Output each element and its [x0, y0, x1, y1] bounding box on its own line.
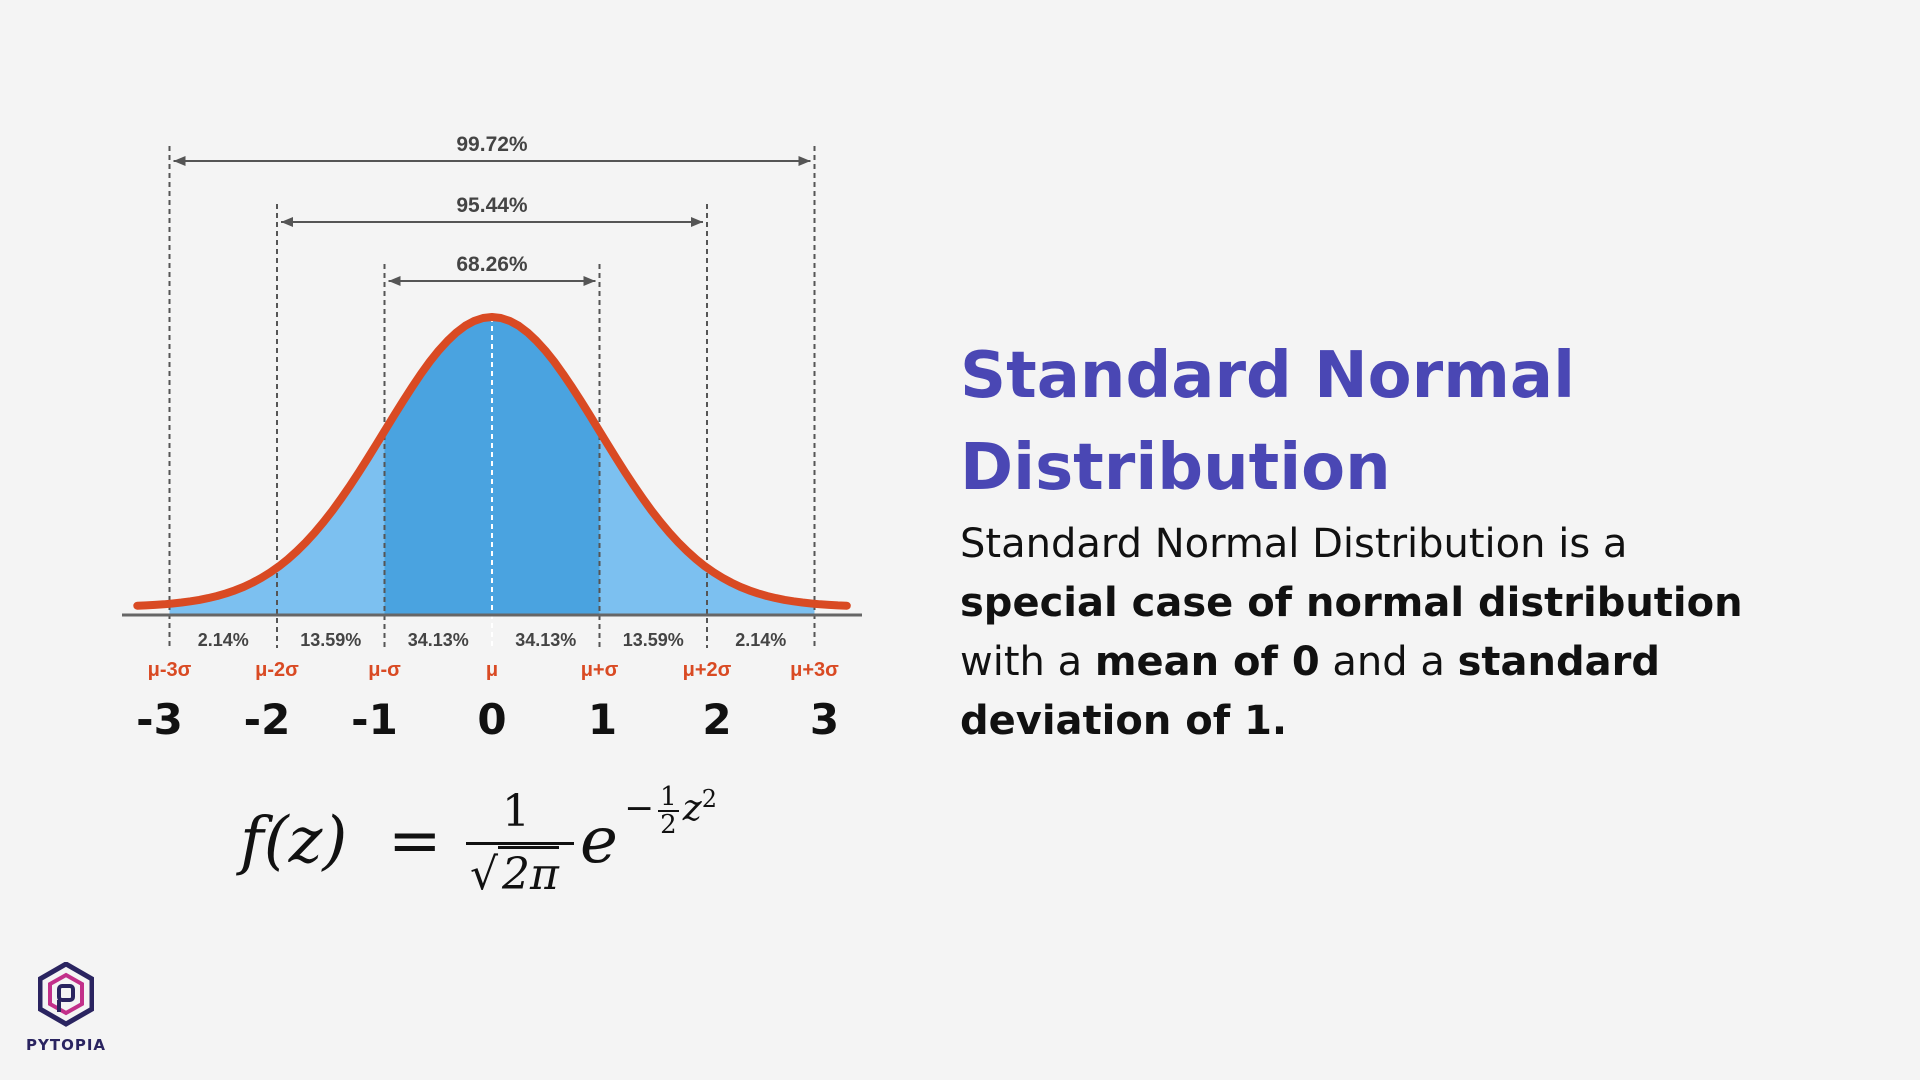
- formula-root-body: 2π: [498, 846, 559, 900]
- desc-bold-1: special case of normal distribution: [960, 580, 1743, 626]
- page-title: Standard Normal Distribution: [960, 339, 1575, 505]
- formula-exp-num: 1: [658, 782, 679, 812]
- region-percent-label: 13.59%: [300, 630, 361, 650]
- formula-exp-var: z: [682, 788, 702, 829]
- sigma-label: μ+3σ: [790, 659, 839, 681]
- normal-distribution-chart: 68.26% 95.44% 99.72% 2.14% 13.59% 34.13% 34.1…: [122, 133, 862, 744]
- pytopia-logo-icon: [38, 962, 94, 1027]
- formula-exp-den: 2: [660, 810, 677, 840]
- logo-text: PYTOPIA: [25, 1036, 107, 1054]
- formula-exp-power: 2: [701, 785, 717, 813]
- desc-part-2: with a: [960, 639, 1095, 685]
- formula-lhs: f(z): [240, 804, 348, 878]
- z-tick-label: 2: [702, 695, 731, 744]
- range-arrow: [173, 156, 811, 166]
- region-percent-label: 2.14%: [198, 630, 249, 650]
- formula-equals: =: [388, 804, 442, 878]
- region-percent-label: 2.14%: [735, 630, 786, 650]
- desc-bold-2: mean of 0: [1094, 639, 1320, 685]
- sigma-label: μ+σ: [581, 659, 619, 681]
- region-percent-label: 34.13%: [408, 630, 469, 650]
- z-tick-label: -2: [244, 695, 291, 744]
- z-tick-label: -1: [351, 695, 398, 744]
- desc-part-3: and a: [1319, 639, 1458, 685]
- z-tick-label: 3: [810, 695, 839, 744]
- range-arrow: [281, 217, 703, 227]
- range-label: 95.44%: [456, 194, 528, 217]
- formula-numerator: 1: [502, 786, 530, 837]
- region-neg1-0: [384, 317, 492, 615]
- range-arrow: [388, 276, 596, 286]
- sigma-label: μ: [486, 659, 498, 681]
- formula-base: e: [580, 804, 618, 878]
- sigma-label: μ-σ: [368, 659, 401, 681]
- formula-exp-sign: −: [624, 788, 655, 829]
- region-percent-label: 34.13%: [515, 630, 576, 650]
- normal-curve: [133, 313, 851, 610]
- formula-root-sign: √: [470, 849, 499, 900]
- z-tick-label: 0: [477, 695, 506, 744]
- range-label: 99.72%: [456, 133, 528, 156]
- formula-fraction-bar: [466, 842, 574, 845]
- z-tick-label: -3: [136, 695, 183, 744]
- formula-denominator: √2π: [470, 846, 559, 900]
- pdf-formula: f(z) = 1 √2π e −1 2 z2: [240, 780, 760, 920]
- pytopia-logo: PYTOPIA: [24, 962, 108, 1062]
- region-percent-label: 13.59%: [623, 630, 684, 650]
- description-text: Standard Normal Distribution is a specia…: [960, 515, 1750, 751]
- sigma-label: μ+2σ: [683, 659, 732, 681]
- range-label: 68.26%: [456, 253, 528, 276]
- formula-exponent: −1 2 z2: [624, 784, 717, 838]
- sigma-label: μ-2σ: [255, 659, 299, 681]
- region-0-1: [492, 317, 600, 615]
- desc-bold-3: standard deviation of 1.: [960, 639, 1660, 744]
- desc-part-1: Standard Normal Distribution is a: [960, 521, 1628, 567]
- sigma-label: μ-3σ: [148, 659, 192, 681]
- z-tick-label: 1: [588, 695, 617, 744]
